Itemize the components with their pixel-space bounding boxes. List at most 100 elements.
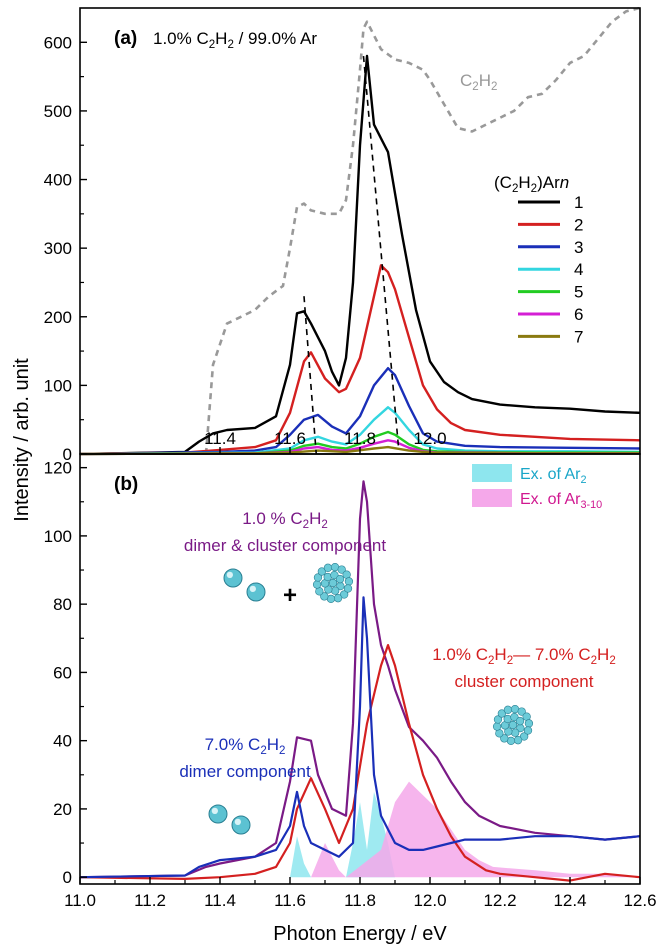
cluster-atom <box>492 722 502 731</box>
x-tick-label-b: 11.8 <box>344 891 376 910</box>
cluster-atom <box>323 563 333 572</box>
cluster-atom <box>320 592 329 601</box>
cluster-atom <box>515 717 525 726</box>
x-tick-label-b: 11.2 <box>134 891 166 910</box>
y-tick-label-a: 100 <box>44 376 72 395</box>
x-tick-label-b: 12.0 <box>413 891 446 910</box>
y-tick-label-b: 60 <box>53 663 72 682</box>
annotation-dimer-title: 7.0% C2H2 <box>205 735 286 757</box>
cluster-icon-red <box>492 704 534 746</box>
figure-text: 0 100 200 300 400 500 600 11.4 11.6 11.8 12.0 0 20 40… <box>11 28 657 945</box>
atom-ball <box>223 568 243 588</box>
cluster-atom <box>503 705 513 714</box>
area-ex-ar3-10 <box>311 781 640 878</box>
cluster-atom <box>508 720 518 730</box>
legend-swatch-ar3-10 <box>472 489 512 507</box>
series-line-n1 <box>79 54 641 456</box>
series-line-n2 <box>79 264 641 456</box>
y-tick-label-b: 20 <box>53 800 72 819</box>
x-tick-label-a: 11.4 <box>204 429 236 448</box>
cluster-atom <box>524 719 534 728</box>
panel-a-title: 1.0% C2H2 / 99.0% Ar <box>153 29 317 51</box>
annotation-cluster-title: 1.0% C2H2— 7.0% C2H2 <box>432 645 615 667</box>
c2h2-reference-label: C2H2 <box>460 71 497 93</box>
y-tick-label-a: 600 <box>44 33 72 52</box>
cluster-atom <box>333 594 343 603</box>
x-tick-label-b: 11.6 <box>274 891 306 910</box>
cluster-atom <box>517 707 526 716</box>
x-tick-label-b: 11.4 <box>204 891 236 910</box>
y-axis-label: Intensity / arb. unit <box>11 358 33 522</box>
cluster-atom <box>331 586 340 595</box>
atom-ball <box>246 582 266 602</box>
series-line-cluster <box>79 643 641 882</box>
cluster-atom <box>343 584 353 593</box>
guide-line-1 <box>303 296 318 455</box>
x-tick-label-b: 12.4 <box>553 891 586 910</box>
x-axis-label: Photon Energy / eV <box>273 923 447 945</box>
legend-label-3: 3 <box>574 238 583 257</box>
y-tick-label-b: 120 <box>44 459 72 478</box>
x-tick-label-b: 11.0 <box>64 891 96 910</box>
y-tick-label-b: 100 <box>44 527 72 546</box>
atom-highlight <box>226 571 234 578</box>
cluster-atom <box>312 580 322 589</box>
series-line-n3 <box>79 367 641 456</box>
x-tick-label-a: 11.8 <box>344 429 376 448</box>
atom-ball <box>208 804 228 824</box>
dimer-icon-blue-atom-1 <box>208 804 228 824</box>
series-line-dimer <box>79 596 641 879</box>
y-tick-label-a: 400 <box>44 171 72 190</box>
legend-label-2: 2 <box>574 215 583 234</box>
annotation-cluster-subtitle: cluster component <box>455 672 594 691</box>
cluster-atom <box>523 726 533 735</box>
legend-label-1: 1 <box>574 193 583 212</box>
cluster-atom <box>330 570 339 580</box>
cluster-atom <box>520 732 529 741</box>
legend-label-ar3-10: Ex. of Ar3-10 <box>520 491 602 511</box>
legend-label-7: 7 <box>574 327 583 346</box>
dimer-icon-purple-atom-2 <box>246 582 266 602</box>
plus-sign: + <box>283 582 297 609</box>
legend-label-4: 4 <box>574 260 583 279</box>
atom-highlight <box>249 585 256 592</box>
cluster-atom <box>497 709 506 718</box>
panel-b <box>79 480 641 882</box>
cluster-atom <box>317 567 326 576</box>
legend-label-6: 6 <box>574 305 583 324</box>
y-tick-label-b: 80 <box>53 595 72 614</box>
annotation-dimer-cluster-subtitle: dimer & cluster component <box>184 536 386 555</box>
series-line-dimer-cluster <box>79 480 641 879</box>
cluster-atom <box>313 573 323 582</box>
y-tick-label-a: 200 <box>44 308 72 327</box>
x-tick-label-b: 12.6 <box>623 891 656 910</box>
cluster-atom <box>328 578 338 588</box>
cluster-atom <box>511 728 520 737</box>
cluster-atom <box>335 575 345 584</box>
panel-a-frame <box>79 7 641 455</box>
x-tick-label-b: 12.2 <box>483 891 516 910</box>
series-line-c2h2 <box>204 6 641 455</box>
cluster-atom <box>500 734 509 743</box>
cluster-atom <box>344 577 354 586</box>
y-tick-label-a: 500 <box>44 102 72 121</box>
atom-highlight <box>234 818 242 825</box>
panel-label-b: (b) <box>114 474 138 495</box>
annotation-dimer-subtitle: dimer component <box>179 762 311 781</box>
series-line-n4 <box>79 406 641 456</box>
atom-ball <box>231 815 251 835</box>
y-tick-label-a: 300 <box>44 239 72 258</box>
x-tick-label-a: 11.6 <box>274 429 306 448</box>
x-tick-label-a: 12.0 <box>413 429 446 448</box>
cluster-atom <box>340 590 349 599</box>
area-ex-ar2 <box>290 791 395 878</box>
dimer-icon-blue-atom-2 <box>231 815 251 835</box>
panel-label-a: (a) <box>114 28 137 49</box>
guide-line-2 <box>362 55 400 448</box>
y-tick-label-b: 0 <box>63 868 72 887</box>
cluster-atom <box>510 712 519 722</box>
axes-frames <box>79 7 641 885</box>
atom-highlight <box>211 807 219 814</box>
series-line-n7 <box>79 445 640 456</box>
